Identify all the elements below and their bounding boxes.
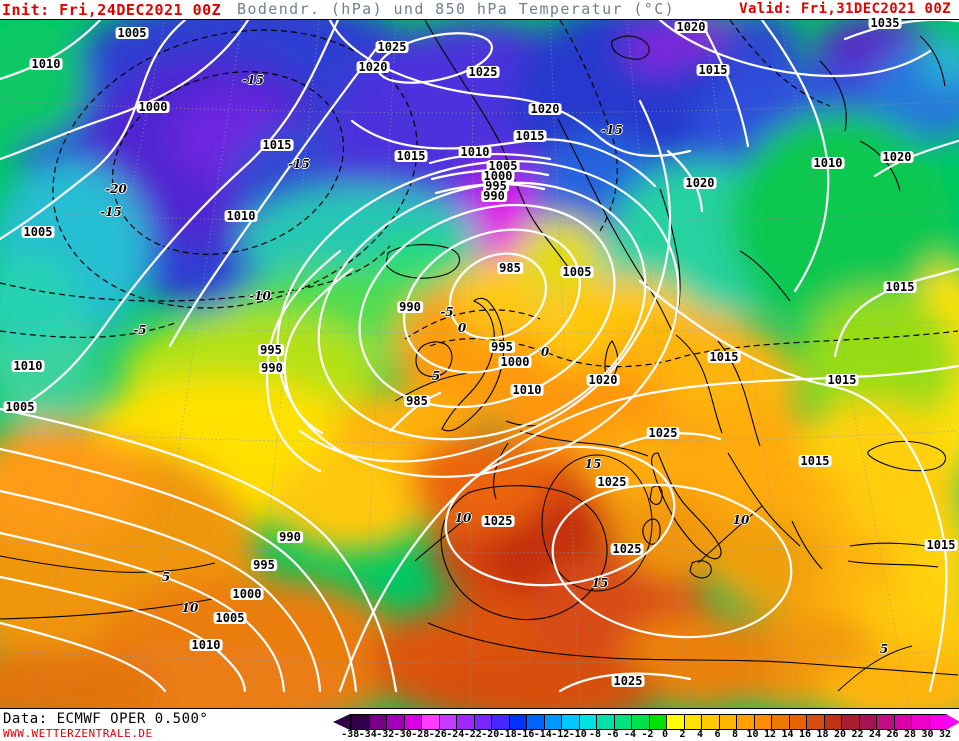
chart-header: Init: Fri,24DEC2021 00Z Bodendr. (hPa) u… (0, 0, 959, 20)
colorbar-cell (491, 715, 509, 729)
colorbar-cell (508, 715, 526, 729)
colorbar-cell (578, 715, 596, 729)
colorbar-cell (421, 715, 439, 729)
colorbar-tick-label: -34 (358, 729, 377, 740)
colorbar-cell (666, 715, 684, 729)
colorbar-tick-label: 14 (781, 729, 794, 740)
colorbar-right-arrow (946, 714, 959, 730)
colorbar-cell (928, 715, 946, 729)
colorbar-cells (350, 714, 947, 730)
colorbar-tick-label: -6 (606, 729, 619, 740)
temperature-field (0, 20, 959, 708)
colorbar-tick-label: -32 (376, 729, 395, 740)
colorbar-cell (683, 715, 701, 729)
map-artwork (0, 20, 959, 708)
colorbar-cell (823, 715, 841, 729)
colorbar-tick-label: 30 (921, 729, 934, 740)
colorbar-tick-label: -18 (498, 729, 517, 740)
colorbar-tick-label: -20 (481, 729, 500, 740)
colorbar-cell (631, 715, 649, 729)
colorbar-labels: -38 -34 -32 -30 -28 -26 -24 -22 -20 (341, 729, 954, 740)
colorbar-tick-label: 8 (731, 729, 739, 740)
colorbar-left-arrow (333, 714, 350, 730)
colorbar-cell (701, 715, 719, 729)
colorbar-tick-label: -12 (551, 729, 570, 740)
chart-title: Bodendr. (hPa) und 850 hPa Temperatur (°… (237, 0, 676, 20)
colorbar-cell (386, 715, 404, 729)
colorbar-cell (893, 715, 911, 729)
colorbar-cell (718, 715, 736, 729)
website-url: WWW.WETTERZENTRALE.DE (3, 727, 153, 740)
colorbar-cell (403, 715, 421, 729)
colorbar-tick-label: 18 (816, 729, 829, 740)
map-canvas (0, 19, 959, 709)
colorbar-tick-label: -24 (446, 729, 465, 740)
colorbar-tick-label: 22 (851, 729, 864, 740)
colorbar-tick-label: -38 (341, 729, 360, 740)
colorbar-tick-label: -2 (641, 729, 654, 740)
init-datetime: Init: Fri,24DEC2021 00Z (2, 1, 222, 19)
colorbar-tick-label: -26 (428, 729, 447, 740)
data-source: Data: ECMWF OPER 0.500° (3, 711, 209, 727)
colorbar-cell (788, 715, 806, 729)
colorbar-tick-label: 12 (763, 729, 777, 740)
isobars (0, 20, 959, 693)
colorbar-tick-label: 0 (661, 729, 669, 740)
colorbar-tick-label: 20 (833, 729, 847, 740)
colorbar-cell (911, 715, 929, 729)
colorbar-cell (351, 715, 369, 729)
colorbar-cell (438, 715, 456, 729)
colorbar-tick-label: -14 (533, 729, 552, 740)
colorbar-tick-label: -30 (393, 729, 412, 740)
temperature-contours-positive (0, 372, 913, 692)
colorbar-cell (561, 715, 579, 729)
colorbar-cell (456, 715, 474, 729)
colorbar-tick-label: -22 (463, 729, 482, 740)
colorbar-tick-label: 10 (746, 729, 759, 740)
valid-datetime: Valid: Fri,31DEC2021 00Z (739, 1, 951, 17)
colorbar-cell (648, 715, 666, 729)
colorbar-tick-label: 16 (798, 729, 812, 740)
colorbar-cell (771, 715, 789, 729)
colorbar-tick-label: -10 (568, 729, 587, 740)
colorbar-cell (596, 715, 614, 729)
colorbar-cell (753, 715, 771, 729)
colorbar-cell (858, 715, 876, 729)
colorbar-cell (841, 715, 859, 729)
colorbar-tick-label: -8 (588, 729, 602, 740)
colorbar-tick-label: 24 (868, 729, 882, 740)
colorbar-tick-label: -28 (411, 729, 430, 740)
colorbar-tick-label: -4 (623, 729, 637, 740)
colorbar-cell (806, 715, 824, 729)
colorbar-cell (736, 715, 754, 729)
colorbar-tick-label: 28 (903, 729, 917, 740)
colorbar-tick-label: 32 (938, 729, 952, 740)
colorbar-tick-label: 2 (679, 729, 686, 740)
colorbar-cell (368, 715, 386, 729)
colorbar-cell (473, 715, 491, 729)
chart-footer: Data: ECMWF OPER 0.500° WWW.WETTERZENTRA… (0, 709, 959, 741)
colorbar-tick-label: -16 (516, 729, 535, 740)
colorbar-tick-label: 4 (696, 729, 704, 740)
colorbar-cell (876, 715, 894, 729)
colorbar-tick-label: 26 (886, 729, 899, 740)
colorbar-cell (543, 715, 561, 729)
colorbar-cell (526, 715, 544, 729)
colorbar-tick-label: 6 (714, 729, 721, 740)
colorbar-cell (613, 715, 631, 729)
